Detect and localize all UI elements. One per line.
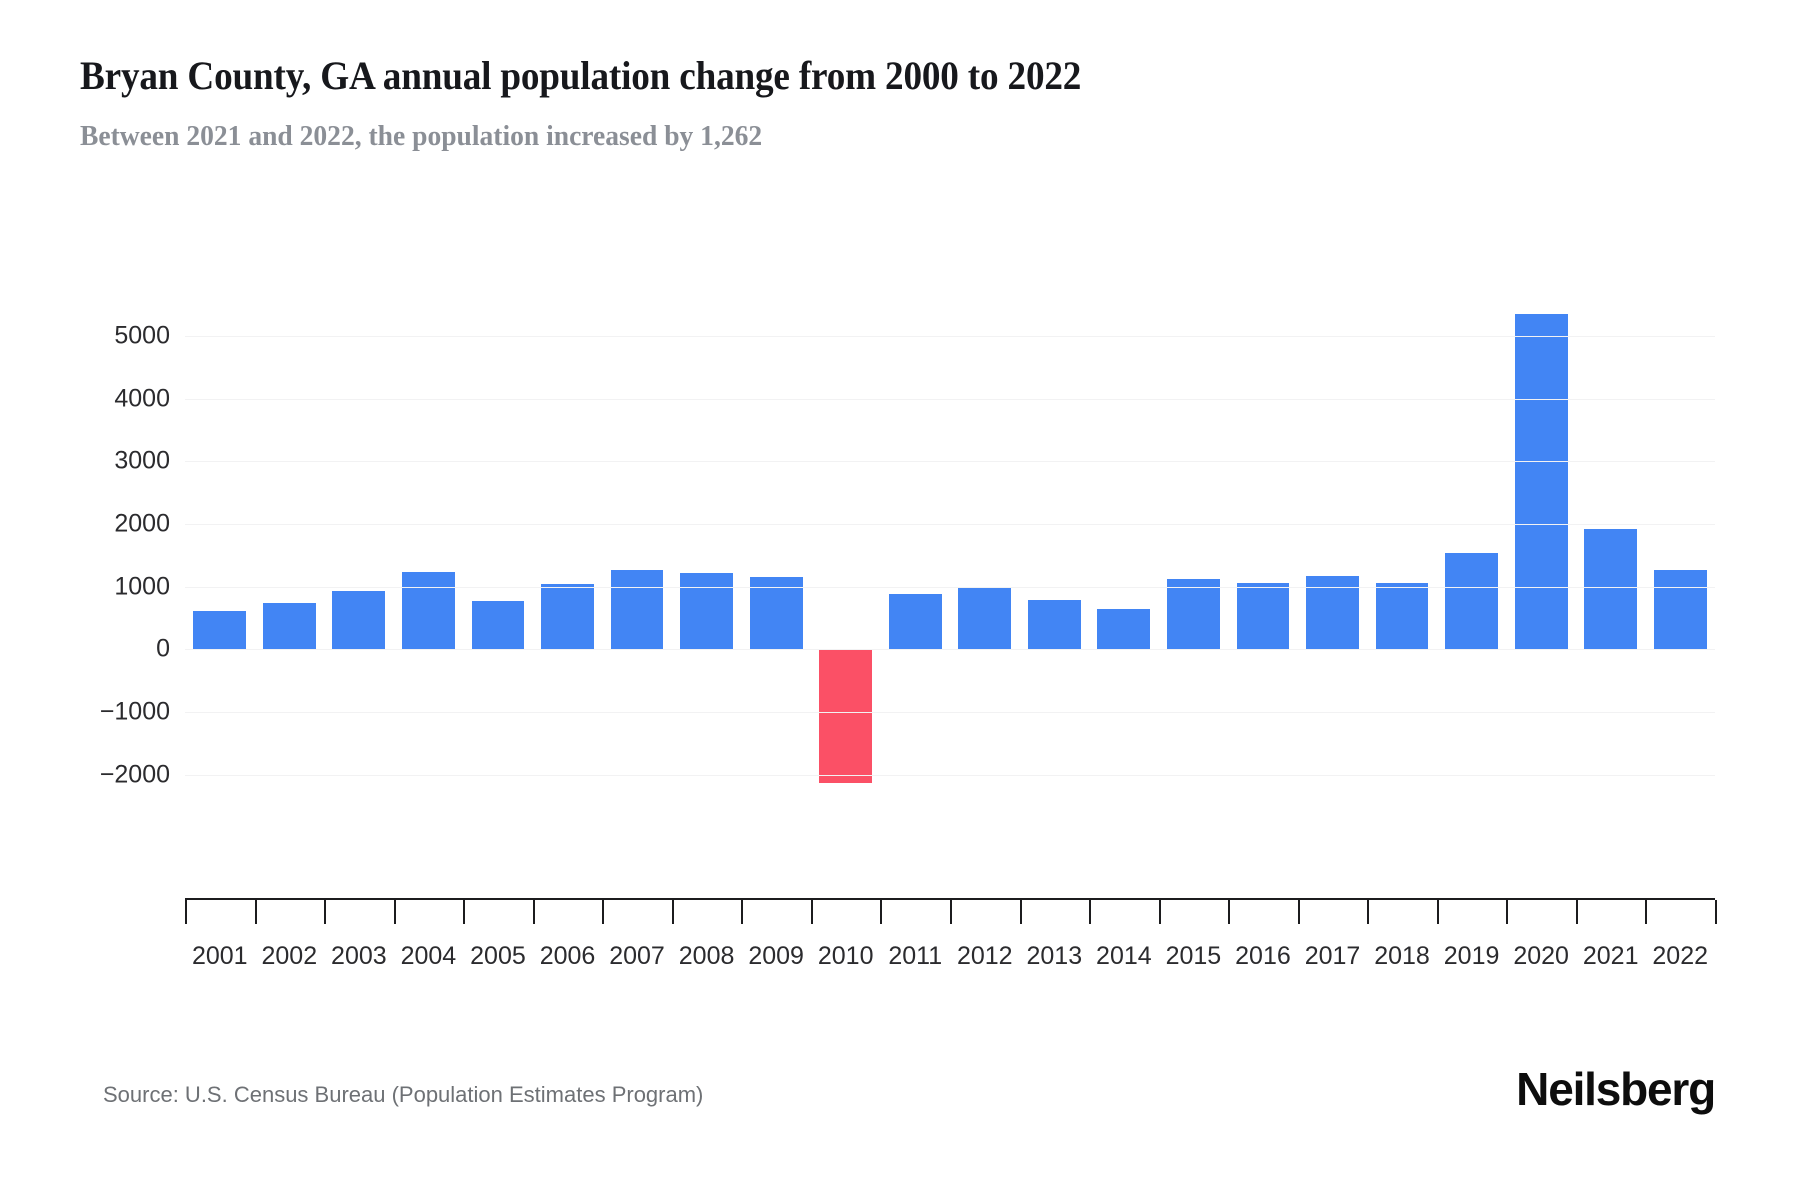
bar-2016[interactable] xyxy=(1236,583,1290,650)
x-axis-tick xyxy=(880,900,883,924)
x-axis-tick xyxy=(324,900,327,924)
x-axis-tick xyxy=(185,900,187,924)
y-axis-label: 3000 xyxy=(114,446,170,475)
x-axis-tick xyxy=(741,900,744,924)
x-axis-label-2007: 2007 xyxy=(609,942,665,970)
x-axis-tick xyxy=(1645,900,1648,924)
x-axis-tick xyxy=(532,900,535,924)
page-title: Bryan County, GA annual population chang… xyxy=(80,53,1082,98)
x-axis-tick xyxy=(1297,900,1300,924)
x-axis-tick xyxy=(1089,900,1092,924)
bar-2018[interactable] xyxy=(1375,583,1429,650)
bar-series xyxy=(185,292,1715,800)
bar-2008[interactable] xyxy=(680,573,733,650)
bar-2015[interactable] xyxy=(1166,578,1220,650)
x-axis-tick xyxy=(602,900,605,924)
x-axis-tick xyxy=(393,900,396,924)
x-axis-tick xyxy=(1506,900,1509,924)
y-gridline xyxy=(185,712,1715,714)
y-axis-label: 4000 xyxy=(114,384,170,413)
x-axis-tick xyxy=(1715,900,1717,924)
x-axis-label-2008: 2008 xyxy=(678,942,735,970)
bar-2011[interactable] xyxy=(888,593,942,650)
bar-2002[interactable] xyxy=(262,603,316,650)
bar-2006[interactable] xyxy=(541,583,594,650)
x-axis-label-2005: 2005 xyxy=(470,942,526,970)
bar-2004[interactable] xyxy=(401,572,455,650)
x-axis-tick xyxy=(1228,900,1231,924)
y-axis-label: 0 xyxy=(156,634,170,663)
bar-2022[interactable] xyxy=(1653,570,1707,650)
y-gridline xyxy=(185,398,1715,400)
y-axis-label: −1000 xyxy=(99,697,170,726)
x-axis-label-2004: 2004 xyxy=(400,942,457,970)
y-gridline xyxy=(185,335,1715,337)
bar-2020[interactable] xyxy=(1514,314,1568,650)
bar-2003[interactable] xyxy=(332,590,386,650)
y-gridline xyxy=(185,461,1715,463)
y-gridline xyxy=(185,586,1715,588)
x-axis-label-2002: 2002 xyxy=(261,942,318,970)
bar-2010[interactable] xyxy=(819,649,873,784)
x-axis-tick xyxy=(671,900,674,924)
x-axis-tick xyxy=(254,900,257,924)
y-axis-label: 1000 xyxy=(114,572,170,601)
bar-2012[interactable] xyxy=(958,587,1012,650)
x-axis-label-2006: 2006 xyxy=(539,942,596,970)
bar-2017[interactable] xyxy=(1306,575,1359,650)
bar-2007[interactable] xyxy=(610,570,664,650)
x-axis-tick xyxy=(950,900,952,924)
x-axis-label-2014: 2014 xyxy=(1096,942,1152,970)
x-axis-line xyxy=(185,898,1715,900)
x-axis-label-2016: 2016 xyxy=(1235,942,1291,970)
x-axis-tick xyxy=(463,900,466,924)
x-axis-tick xyxy=(810,900,813,924)
x-axis-label-2013: 2013 xyxy=(1026,942,1083,970)
neilsberg-logo: Neilsberg xyxy=(1516,1063,1716,1115)
x-axis-label-2020: 2020 xyxy=(1513,942,1569,970)
x-axis-label-2017: 2017 xyxy=(1304,942,1361,970)
x-axis-label-2003: 2003 xyxy=(331,942,387,970)
x-axis-label-2001: 2001 xyxy=(191,942,248,970)
y-gridline xyxy=(185,524,1715,526)
bar-2021[interactable] xyxy=(1584,528,1638,650)
x-axis-label-2011: 2011 xyxy=(888,942,943,970)
chart-subtitle: Between 2021 and 2022, the population in… xyxy=(80,120,763,152)
bar-2001[interactable] xyxy=(193,611,247,650)
source-note: Source: U.S. Census Bureau (Population E… xyxy=(103,1082,704,1107)
bar-2013[interactable] xyxy=(1027,600,1081,650)
bar-2005[interactable] xyxy=(471,600,525,650)
y-gridline xyxy=(185,774,1715,776)
y-axis-label: 5000 xyxy=(114,321,170,350)
bar-2019[interactable] xyxy=(1445,552,1498,650)
x-axis-label-2021: 2021 xyxy=(1582,942,1639,970)
x-axis-tick xyxy=(1158,900,1161,924)
plot-area: 5000 4000 3000 2000 1000 0 −1000 −2000 xyxy=(100,292,1715,800)
x-axis-label-2019: 2019 xyxy=(1443,942,1500,970)
y-gridline xyxy=(185,649,1715,651)
x-axis-label-2018: 2018 xyxy=(1374,942,1430,970)
y-axis-label: −2000 xyxy=(99,760,170,789)
y-axis-label: 2000 xyxy=(114,509,170,538)
x-axis-label-2012: 2012 xyxy=(956,942,1013,970)
x-axis-tick xyxy=(1019,900,1022,924)
x-axis-tick xyxy=(1367,900,1370,924)
x-axis-label-2015: 2015 xyxy=(1165,942,1222,970)
x-axis-label-2010: 2010 xyxy=(817,942,874,970)
bar-2009[interactable] xyxy=(749,577,803,650)
x-axis-tick xyxy=(1436,900,1439,924)
x-axis-label-2009: 2009 xyxy=(748,942,804,970)
x-axis-tick xyxy=(1575,900,1578,924)
x-axis-label-2022: 2022 xyxy=(1652,942,1709,970)
bar-2014[interactable] xyxy=(1097,609,1151,650)
